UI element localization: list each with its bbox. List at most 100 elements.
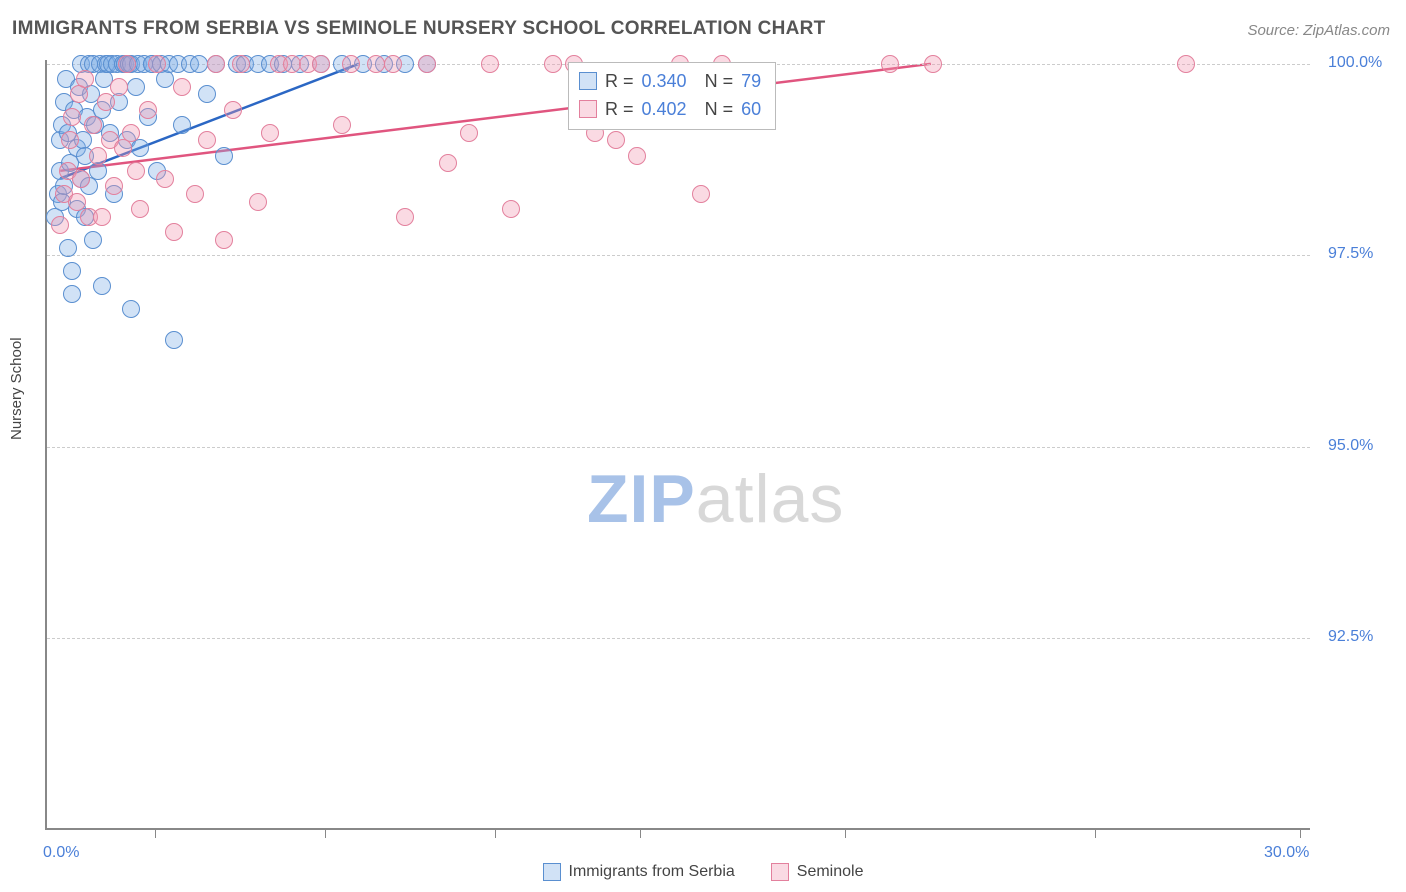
data-point <box>122 124 140 142</box>
data-point <box>261 124 279 142</box>
data-point <box>215 147 233 165</box>
data-point <box>232 55 250 73</box>
legend-item: Immigrants from Serbia <box>543 863 735 881</box>
stats-legend-box: R = 0.340 N = 79R = 0.402 N = 60 <box>568 62 776 130</box>
data-point <box>63 262 81 280</box>
data-point <box>312 55 330 73</box>
data-point <box>692 185 710 203</box>
x-tick <box>495 830 496 838</box>
watermark: ZIPatlas <box>587 460 844 538</box>
x-tick <box>845 830 846 838</box>
data-point <box>460 124 478 142</box>
legend-label: Seminole <box>797 863 864 881</box>
gridline <box>47 255 1310 256</box>
watermark-zip: ZIP <box>587 461 696 537</box>
stat-r-value: 0.340 <box>642 67 687 95</box>
data-point <box>118 55 136 73</box>
trend-line <box>60 64 931 171</box>
data-point <box>110 78 128 96</box>
data-point <box>481 55 499 73</box>
stats-row: R = 0.402 N = 60 <box>579 95 761 123</box>
data-point <box>367 55 385 73</box>
data-point <box>59 239 77 257</box>
data-point <box>63 285 81 303</box>
data-point <box>84 231 102 249</box>
bottom-legend: Immigrants from Serbia Seminole <box>0 863 1406 886</box>
data-point <box>198 131 216 149</box>
x-tick <box>640 830 641 838</box>
x-tick <box>325 830 326 838</box>
data-point <box>93 208 111 226</box>
x-tick <box>1095 830 1096 838</box>
stat-r-label: R = <box>605 67 634 95</box>
source-credit: Source: ZipAtlas.com <box>1247 22 1390 39</box>
chart-title: IMMIGRANTS FROM SERBIA VS SEMINOLE NURSE… <box>12 18 826 40</box>
data-point <box>148 55 166 73</box>
data-point <box>114 139 132 157</box>
data-point <box>156 170 174 188</box>
gridline <box>47 638 1310 639</box>
data-point <box>122 300 140 318</box>
data-point <box>881 55 899 73</box>
x-tick <box>1300 830 1301 838</box>
y-tick-label: 97.5% <box>1328 245 1373 263</box>
data-point <box>439 154 457 172</box>
data-point <box>51 216 69 234</box>
data-point <box>924 55 942 73</box>
x-tick-label: 30.0% <box>1264 844 1309 862</box>
data-point <box>190 55 208 73</box>
data-point <box>198 85 216 103</box>
data-point <box>502 200 520 218</box>
stat-n-label: N = <box>695 95 734 123</box>
plot-area: ZIPatlas <box>45 60 1310 830</box>
gridline <box>47 447 1310 448</box>
legend-swatch <box>579 72 597 90</box>
y-tick-label: 100.0% <box>1328 54 1382 72</box>
data-point <box>396 208 414 226</box>
data-point <box>165 331 183 349</box>
legend-swatch <box>771 863 789 881</box>
data-point <box>72 170 90 188</box>
data-point <box>249 193 267 211</box>
legend-swatch <box>543 863 561 881</box>
stat-n-value: 79 <box>741 67 761 95</box>
data-point <box>76 70 94 88</box>
data-point <box>607 131 625 149</box>
trend-lines <box>47 60 1310 828</box>
stat-n-value: 60 <box>741 95 761 123</box>
data-point <box>173 78 191 96</box>
data-point <box>89 162 107 180</box>
data-point <box>186 185 204 203</box>
y-tick-label: 95.0% <box>1328 437 1373 455</box>
data-point <box>384 55 402 73</box>
data-point <box>207 55 225 73</box>
stat-r-value: 0.402 <box>642 95 687 123</box>
stats-row: R = 0.340 N = 79 <box>579 67 761 95</box>
data-point <box>89 147 107 165</box>
data-point <box>165 223 183 241</box>
legend-swatch <box>579 100 597 118</box>
data-point <box>628 147 646 165</box>
data-point <box>68 193 86 211</box>
legend-label: Immigrants from Serbia <box>569 863 735 881</box>
data-point <box>173 116 191 134</box>
data-point <box>131 139 149 157</box>
data-point <box>139 101 157 119</box>
data-point <box>333 116 351 134</box>
watermark-atlas: atlas <box>696 461 845 537</box>
legend-item: Seminole <box>771 863 864 881</box>
data-point <box>224 101 242 119</box>
stat-r-label: R = <box>605 95 634 123</box>
x-tick-label: 0.0% <box>43 844 79 862</box>
data-point <box>1177 55 1195 73</box>
y-tick-label: 92.5% <box>1328 628 1373 646</box>
data-point <box>127 162 145 180</box>
data-point <box>63 108 81 126</box>
data-point <box>127 78 145 96</box>
y-axis-label: Nursery School <box>8 337 25 440</box>
data-point <box>131 200 149 218</box>
x-tick <box>155 830 156 838</box>
data-point <box>283 55 301 73</box>
data-point <box>544 55 562 73</box>
data-point <box>418 55 436 73</box>
